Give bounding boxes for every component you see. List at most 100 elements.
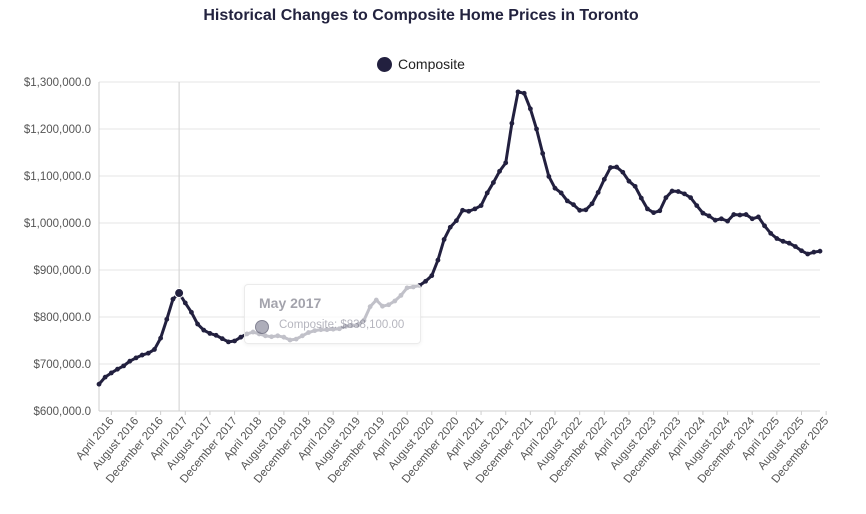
data-point[interactable] (564, 198, 570, 204)
data-point[interactable] (571, 202, 576, 208)
data-point[interactable] (589, 201, 595, 207)
data-point[interactable] (490, 180, 496, 185)
data-point[interactable] (725, 218, 730, 224)
data-point[interactable] (201, 327, 207, 333)
legend[interactable]: Composite (0, 56, 842, 72)
series-composite[interactable] (96, 89, 823, 387)
data-point[interactable] (460, 207, 465, 213)
data-point[interactable] (145, 350, 151, 356)
highlight-point[interactable] (174, 288, 185, 299)
data-point[interactable] (712, 217, 718, 223)
data-point[interactable] (454, 218, 459, 224)
data-point[interactable] (786, 240, 792, 246)
data-point[interactable] (669, 188, 675, 194)
data-point[interactable] (706, 213, 712, 219)
data-point[interactable] (115, 366, 120, 372)
series-line-composite[interactable] (97, 90, 822, 386)
data-point[interactable] (774, 236, 780, 241)
data-point[interactable] (158, 335, 164, 341)
data-point[interactable] (521, 90, 527, 96)
data-point[interactable] (595, 190, 601, 195)
data-point[interactable] (811, 249, 817, 255)
data-point[interactable] (472, 206, 478, 212)
data-point[interactable] (688, 195, 693, 201)
data-point[interactable] (515, 89, 521, 95)
data-point[interactable] (139, 352, 145, 358)
data-point[interactable] (170, 296, 176, 302)
data-point[interactable] (219, 336, 225, 342)
data-point[interactable] (780, 238, 786, 244)
data-point[interactable] (805, 251, 811, 257)
data-point[interactable] (719, 216, 724, 222)
data-point[interactable] (121, 363, 127, 369)
data-point[interactable] (558, 190, 564, 196)
data-point[interactable] (478, 203, 484, 209)
data-point[interactable] (534, 126, 539, 132)
data-point[interactable] (102, 374, 108, 380)
data-point[interactable] (435, 257, 441, 263)
data-point[interactable] (447, 224, 453, 230)
data-point[interactable] (792, 244, 798, 249)
data-point[interactable] (614, 164, 620, 170)
data-point[interactable] (527, 106, 533, 112)
data-point[interactable] (127, 358, 133, 364)
data-point[interactable] (207, 331, 213, 336)
data-point[interactable] (497, 168, 502, 174)
data-point[interactable] (182, 300, 188, 306)
y-axis-ticks: $600,000.0 $700,000.0 $800,000.0 $900,000.0… (24, 77, 91, 418)
data-point[interactable] (799, 248, 804, 254)
data-point[interactable] (189, 309, 194, 315)
y-tick-label: $800,000.0 (33, 312, 91, 324)
data-point[interactable] (651, 210, 657, 216)
data-point[interactable] (583, 207, 589, 213)
data-point[interactable] (663, 195, 669, 201)
data-point[interactable] (626, 178, 632, 184)
data-point[interactable] (817, 248, 823, 254)
y-tick-label: $700,000.0 (33, 359, 91, 371)
data-point[interactable] (577, 207, 583, 213)
data-point[interactable] (133, 355, 139, 361)
data-point[interactable] (238, 334, 244, 340)
data-point[interactable] (737, 212, 743, 218)
data-point[interactable] (675, 189, 681, 194)
data-point[interactable] (755, 214, 761, 220)
data-point[interactable] (731, 212, 737, 217)
data-point[interactable] (540, 151, 546, 156)
data-point[interactable] (503, 160, 509, 166)
data-point[interactable] (601, 176, 607, 182)
data-point[interactable] (195, 321, 200, 327)
data-point[interactable] (749, 216, 755, 222)
data-point[interactable] (768, 230, 774, 236)
data-point[interactable] (509, 120, 515, 126)
data-point[interactable] (226, 339, 231, 345)
data-point[interactable] (682, 191, 687, 197)
data-point[interactable] (632, 183, 638, 189)
data-point[interactable] (552, 185, 558, 191)
data-point[interactable] (645, 206, 650, 212)
legend-label: Composite (398, 56, 465, 72)
data-point[interactable] (232, 338, 237, 344)
data-point[interactable] (108, 370, 114, 376)
data-point[interactable] (213, 332, 219, 338)
data-point[interactable] (743, 212, 749, 217)
data-point[interactable] (694, 203, 700, 209)
data-point[interactable] (700, 210, 706, 216)
data-point[interactable] (164, 316, 170, 322)
tooltip-title: May 2017 (259, 295, 322, 311)
y-tick-label: $1,300,000.0 (24, 77, 91, 89)
data-point[interactable] (429, 273, 435, 279)
data-point[interactable] (762, 223, 767, 229)
data-point[interactable] (638, 195, 644, 201)
data-point[interactable] (546, 174, 552, 179)
data-point[interactable] (657, 208, 663, 214)
data-point[interactable] (484, 190, 490, 196)
data-point[interactable] (466, 208, 472, 214)
data-point[interactable] (423, 278, 429, 284)
data-point[interactable] (441, 237, 447, 242)
data-point[interactable] (608, 165, 613, 170)
data-point[interactable] (152, 347, 157, 352)
data-point[interactable] (96, 381, 102, 387)
data-point[interactable] (620, 169, 626, 175)
